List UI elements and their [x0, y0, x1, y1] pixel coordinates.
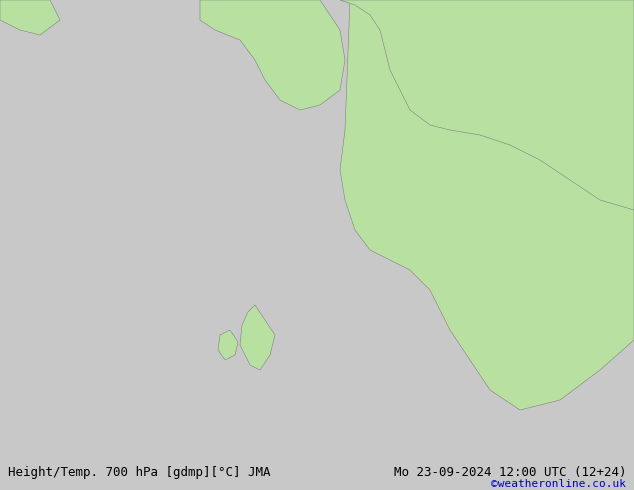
Text: Height/Temp. 700 hPa [gdmp][°C] JMA: Height/Temp. 700 hPa [gdmp][°C] JMA: [8, 466, 271, 479]
Polygon shape: [340, 0, 634, 410]
Polygon shape: [218, 330, 238, 360]
Text: Mo 23-09-2024 12:00 UTC (12+24): Mo 23-09-2024 12:00 UTC (12+24): [394, 466, 626, 479]
Polygon shape: [240, 305, 275, 370]
Polygon shape: [340, 0, 634, 210]
Polygon shape: [0, 0, 60, 35]
Text: ©weatheronline.co.uk: ©weatheronline.co.uk: [491, 479, 626, 489]
Polygon shape: [200, 0, 345, 110]
